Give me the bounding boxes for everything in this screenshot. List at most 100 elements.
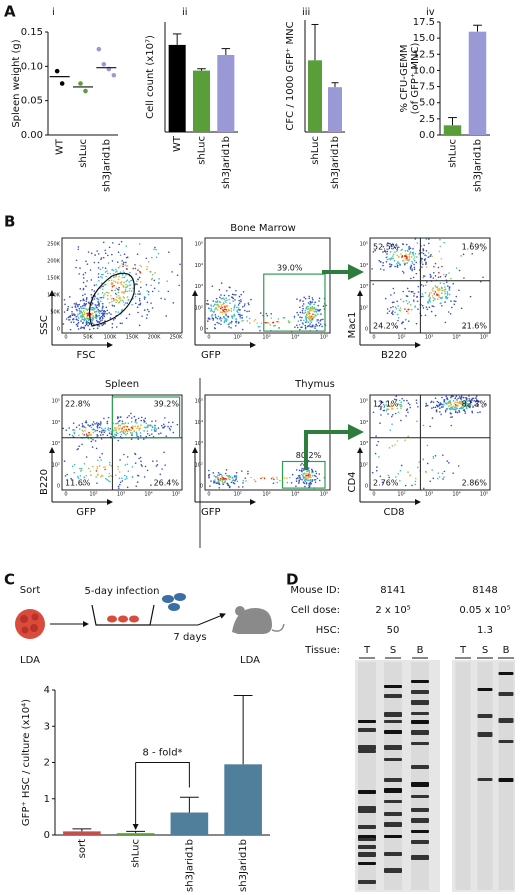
event-dot [431, 407, 433, 409]
event-dot [126, 290, 128, 293]
event-dot [422, 285, 425, 287]
event-dot [134, 425, 137, 428]
event-dot [404, 327, 406, 330]
event-dot [391, 247, 393, 250]
event-dot [382, 245, 385, 248]
event-dot [401, 322, 403, 325]
event-dot [301, 467, 303, 470]
event-dot [135, 433, 138, 436]
event-dot [151, 277, 154, 280]
event-dot [119, 459, 121, 461]
event-dot [213, 327, 216, 329]
event-dot [95, 447, 98, 450]
event-dot [441, 296, 444, 299]
event-dot [417, 291, 420, 293]
event-dot [146, 308, 149, 311]
event-dot [385, 410, 388, 412]
event-dot [237, 313, 240, 316]
event-dot [221, 311, 224, 314]
event-dot [225, 309, 228, 311]
event-dot [102, 312, 105, 315]
event-dot [95, 283, 98, 286]
event-dot [220, 282, 223, 284]
event-dot [320, 318, 322, 321]
event-dot [412, 254, 415, 256]
event-dot [304, 473, 307, 475]
event-dot [139, 303, 142, 306]
data-point [101, 61, 107, 67]
event-dot [309, 317, 312, 319]
event-dot [208, 469, 210, 472]
gel-band [384, 694, 402, 698]
y-tick-label: 10⁴ [360, 263, 368, 269]
event-dot [221, 475, 224, 477]
event-dot [240, 299, 242, 301]
event-dot [66, 309, 69, 312]
event-dot [471, 411, 474, 414]
event-dot [73, 431, 75, 434]
event-dot [96, 250, 98, 252]
event-dot [372, 411, 375, 414]
panel-label: C [4, 571, 15, 589]
event-dot [408, 248, 411, 251]
cells [20, 615, 28, 623]
gel-band [358, 862, 376, 865]
event-dot [248, 310, 250, 313]
data-point [59, 81, 65, 86]
event-dot [383, 269, 385, 271]
event-dot [395, 398, 398, 401]
event-dot [87, 308, 90, 311]
event-dot [399, 405, 402, 408]
event-dot [111, 269, 113, 271]
event-dot [371, 471, 374, 474]
event-dot [301, 305, 304, 307]
event-dot [400, 419, 402, 422]
bar [63, 831, 101, 835]
event-dot [299, 299, 302, 301]
schematic-label: LDA [240, 655, 260, 666]
event-dot [407, 411, 409, 414]
event-dot [405, 409, 408, 412]
event-dot [214, 308, 216, 311]
gate [281, 460, 326, 489]
event-dot [99, 300, 102, 303]
event-dot [152, 460, 154, 462]
event-dot [425, 238, 428, 240]
row-label: Cell dose: [291, 605, 340, 616]
event-dot [146, 301, 149, 304]
gel-band [384, 730, 402, 734]
quadrant-percent: 2.86% [462, 479, 488, 488]
event-dot [216, 317, 219, 320]
event-dot [136, 435, 138, 437]
event-dot [126, 416, 129, 419]
event-dot [463, 396, 465, 399]
event-dot [408, 255, 411, 258]
event-dot [77, 305, 79, 308]
x-tick-label: 10⁵ [480, 492, 488, 498]
y-axis-label: Mac1 [347, 312, 358, 339]
event-dot [288, 321, 290, 324]
x-tick-label: shLuc [448, 139, 459, 168]
event-dot [81, 432, 84, 435]
event-dot [224, 317, 226, 320]
y-tick-label: 0 [365, 484, 368, 490]
y-axis-label: Spleen weight (g) [11, 39, 22, 127]
event-dot [314, 325, 316, 328]
event-dot [385, 261, 388, 263]
event-dot [318, 297, 321, 300]
event-dot [462, 406, 465, 409]
event-dot [297, 320, 300, 323]
event-dot [398, 404, 401, 406]
event-dot [126, 268, 128, 270]
event-dot [220, 323, 222, 326]
event-dot [429, 301, 432, 303]
y-tick-label: 10⁴ [52, 420, 60, 426]
event-dot [62, 323, 65, 325]
event-dot [68, 427, 71, 429]
event-dot [396, 300, 398, 303]
event-dot [95, 319, 98, 322]
event-dot [140, 419, 142, 422]
event-dot [304, 316, 307, 318]
event-dot [441, 396, 443, 399]
event-dot [143, 476, 146, 478]
